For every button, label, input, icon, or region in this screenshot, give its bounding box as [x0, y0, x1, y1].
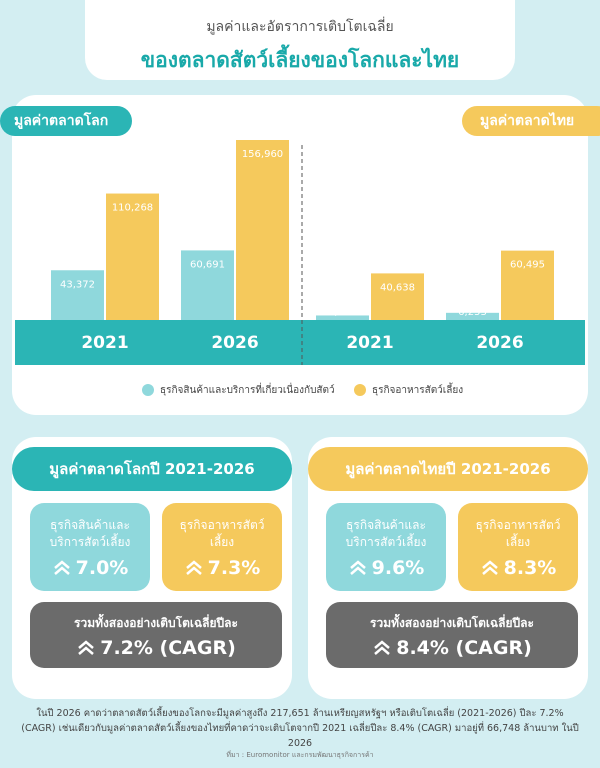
value-label: 6,253	[458, 307, 487, 318]
value-label: 156,960	[242, 149, 283, 160]
legend-swatch	[142, 384, 154, 396]
legend-label: ธุรกิจสินค้าและบริการที่เกี่ยวเนื่องกับส…	[160, 382, 335, 396]
total-card: รวมทั้งสองอย่างเติบโตเฉลี่ยปีละ 8.4% (CA…	[326, 602, 578, 668]
up-icon	[481, 560, 498, 575]
bar	[106, 193, 159, 320]
total-value: 8.4% (CAGR)	[396, 637, 532, 659]
bar	[446, 312, 499, 320]
stat-label: ธุรกิจสินค้าและบริการสัตว์เลี้ยง	[345, 518, 427, 549]
summary-panel: มูลค่าตลาดโลกปี 2021-2026 ธุรกิจสินค้าแล…	[12, 437, 292, 699]
total-card: รวมทั้งสองอย่างเติบโตเฉลี่ยปีละ 7.2% (CA…	[30, 602, 282, 668]
legend-swatch	[354, 384, 366, 396]
tab	[462, 106, 600, 136]
up-icon	[349, 560, 366, 575]
stat-card: ธุรกิจสินค้าและบริการสัตว์เลี้ยง 9.6%	[326, 503, 446, 591]
bar	[371, 273, 424, 320]
legend-label: ธุรกิจอาหารสัตว์เลี้ยง	[372, 382, 463, 396]
title-card: มูลค่าและอัตราการเติบโตเฉลี่ย ของตลาดสัต…	[85, 0, 515, 80]
up-icon	[185, 560, 202, 575]
chart-title: มูลค่าตลาดโลก	[14, 111, 108, 129]
stat-value: 7.0%	[75, 557, 129, 579]
value-label: 43,372	[60, 279, 95, 290]
up-icon	[374, 640, 391, 655]
stat-label: ธุรกิจสินค้าและบริการสัตว์เลี้ยง	[49, 518, 131, 549]
up-icon	[78, 640, 95, 655]
x-tick-label: 2026	[476, 333, 523, 353]
stat-card: ธุรกิจอาหารสัตว์เลี้ยง 7.3%	[162, 503, 282, 591]
chart-title: มูลค่าตลาดไทย	[480, 111, 574, 129]
summary-title: มูลค่าตลาดไทยปี 2021-2026	[308, 447, 588, 491]
year-band	[15, 320, 585, 365]
stat-label: ธุรกิจอาหารสัตว์เลี้ยง	[475, 518, 561, 549]
bar	[316, 315, 369, 320]
source: ที่มา : Euromonitor และกรมพัฒนาธุรกิจการ…	[226, 751, 374, 759]
value-label: 40,638	[380, 282, 415, 293]
total-value: 7.2% (CAGR)	[100, 637, 236, 659]
value-label: 60,691	[190, 259, 225, 270]
value-label: 110,268	[112, 203, 153, 214]
value-label: 3,954	[328, 307, 357, 318]
value-label: 60,495	[510, 260, 545, 271]
stat-value: 7.3%	[207, 557, 261, 579]
stat-card: ธุรกิจอาหารสัตว์เลี้ยง 8.3%	[458, 503, 578, 591]
tab	[0, 106, 132, 136]
x-tick-label: 2021	[81, 333, 128, 353]
stat-value: 9.6%	[371, 557, 425, 579]
title: ของตลาดสัตว์เลี้ยงของโลกและไทย	[140, 48, 460, 72]
summary-panel: มูลค่าตลาดไทยปี 2021-2026 ธุรกิจสินค้าแล…	[308, 437, 588, 699]
stat-label: ธุรกิจอาหารสัตว์เลี้ยง	[179, 518, 265, 549]
total-label: รวมทั้งสองอย่างเติบโตเฉลี่ยปีละ	[74, 616, 238, 630]
x-tick-label: 2021	[346, 333, 393, 353]
total-label: รวมทั้งสองอย่างเติบโตเฉลี่ยปีละ	[370, 616, 534, 630]
subtitle: มูลค่าและอัตราการเติบโตเฉลี่ย	[206, 19, 394, 35]
x-tick-label: 2026	[211, 333, 258, 353]
bar	[51, 270, 104, 320]
chart: 2021 43,372 110,268 2026 60,691 156,960 2021 3,…	[0, 106, 600, 396]
bar	[236, 140, 289, 320]
stat-value: 8.3%	[503, 557, 557, 579]
stat-card: ธุรกิจสินค้าและบริการสัตว์เลี้ยง 7.0%	[30, 503, 150, 591]
summary-title: มูลค่าตลาดโลกปี 2021-2026	[12, 447, 292, 491]
bar	[181, 250, 234, 320]
up-icon	[53, 560, 70, 575]
bar	[501, 250, 554, 320]
footnote: ในปี 2026 คาดว่าตลาดสัตว์เลี้ยงของโลกจะม…	[21, 708, 579, 749]
